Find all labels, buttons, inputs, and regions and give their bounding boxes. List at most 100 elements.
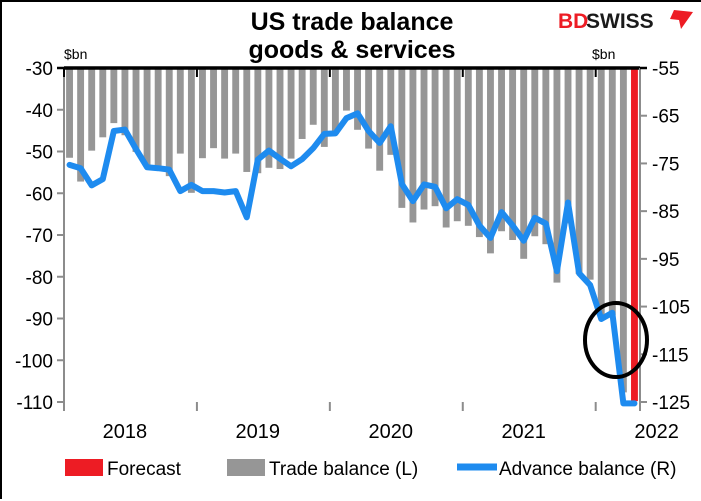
left-axis-unit: $bn <box>64 46 87 62</box>
left-axis-tick-label: -100 <box>15 351 53 372</box>
trade-balance-bar <box>276 68 284 170</box>
trade-balance-bar <box>509 68 517 241</box>
logo-bd-text: BD <box>558 10 588 33</box>
trade-balance-bar <box>564 68 572 224</box>
left-axis-tick-label: -110 <box>16 393 53 414</box>
trade-balance-bar <box>154 68 162 171</box>
right-axis-tick-label: -55 <box>652 59 679 80</box>
left-axis-tick-label: -80 <box>26 268 53 289</box>
trade-balance-bar <box>542 68 550 245</box>
trade-balance-bar <box>475 68 483 238</box>
trade-balance-bar <box>398 68 406 208</box>
trade-balance-bar <box>597 68 605 316</box>
title-line-1: US trade balance <box>251 8 454 36</box>
trade-balance-bar <box>575 68 583 274</box>
trade-balance-bar <box>619 68 627 393</box>
line-series-advance-balance <box>66 110 638 407</box>
left-axis-tick-label: -30 <box>26 59 53 80</box>
legend-swatch-0 <box>65 459 103 476</box>
trade-balance-bar <box>232 68 240 154</box>
trade-balance-bar <box>309 68 317 125</box>
right-axis-labels: -55 -65 -75 -85 -95 -105 -115 -125 <box>652 59 690 414</box>
trade-balance-bar <box>77 68 85 182</box>
legend-label-0: Forecast <box>107 459 182 480</box>
trade-balance-bar <box>132 68 140 152</box>
trade-balance-bar <box>376 68 384 171</box>
x-axis-year-label: 2021 <box>501 421 546 443</box>
chart-title: US trade balance goods & services <box>248 8 455 64</box>
right-axis-unit: $bn <box>592 46 615 62</box>
trade-balance-bar <box>254 68 262 174</box>
right-axis-tick-label: -65 <box>652 107 679 128</box>
trade-balance-bar <box>199 68 206 159</box>
arrow-icon <box>670 10 693 29</box>
trade-balance-bar <box>354 68 361 130</box>
left-axis-labels: -30 -40 -50 -60 -70 -80 -90 -100 -110 <box>15 59 53 414</box>
left-axis-tick-label: -70 <box>26 226 53 247</box>
trade-balance-bar <box>66 68 73 158</box>
x-axis-year-label: 2018 <box>103 421 148 443</box>
chart-legend: Forecast Trade balance (L) Advance balance… <box>65 459 676 480</box>
trade-balance-bar <box>287 68 295 159</box>
forecast-bar <box>631 68 638 402</box>
trade-balance-bar <box>487 68 494 254</box>
x-axis-labels: 2018 2019 2020 2021 2022 <box>103 421 679 443</box>
right-axis-tick-label: -75 <box>652 154 679 175</box>
x-axis-year-label: 2020 <box>369 421 414 443</box>
bar-forecast <box>631 68 638 402</box>
trade-balance-bar <box>187 68 195 193</box>
right-axis-tick-label: -95 <box>652 250 679 271</box>
bar-series-trade-balance <box>66 68 627 393</box>
trade-balance-bar <box>221 68 229 159</box>
title-line-2: goods & services <box>248 36 455 64</box>
legend-label-1: Trade balance (L) <box>269 459 418 480</box>
right-axis-tick-label: -115 <box>652 345 689 366</box>
x-axis-year-label: 2019 <box>236 421 281 443</box>
x-axis-year-label: 2022 <box>634 421 679 443</box>
right-axis-tick-label: -85 <box>652 202 679 223</box>
logo-swiss-text: SWISS <box>586 10 654 33</box>
trade-balance-bar <box>176 68 184 154</box>
trade-balance-bar <box>387 68 395 155</box>
right-axis-tick-label: -125 <box>652 393 690 414</box>
trade-balance-bar <box>343 68 350 111</box>
trade-balance-bar <box>464 68 472 226</box>
bdswiss-logo: BD SWISS <box>558 10 693 33</box>
trade-balance-bar <box>165 68 173 177</box>
trade-balance-bar <box>608 68 616 316</box>
trade-balance-bar <box>265 68 273 168</box>
trade-balance-bar <box>121 68 129 136</box>
left-axis-tick-label: -50 <box>26 143 53 164</box>
trade-balance-bar <box>243 68 251 172</box>
trade-balance-bar <box>331 68 339 134</box>
trade-balance-bar <box>498 68 505 232</box>
trade-balance-bar <box>110 68 118 124</box>
left-axis-tick-label: -60 <box>26 184 53 205</box>
trade-balance-bar <box>210 68 217 149</box>
advance-balance-line <box>66 110 638 407</box>
trade-balance-bar <box>298 68 306 139</box>
trade-balance-bar <box>365 68 373 149</box>
trade-balance-bar <box>420 68 428 210</box>
trade-balance-bar <box>143 68 151 166</box>
trade-balance-bar <box>320 68 328 147</box>
trade-balance-bar <box>431 68 439 207</box>
highlight-circle <box>583 301 649 379</box>
trade-balance-bar <box>442 68 450 228</box>
trade-balance-bar <box>553 68 561 283</box>
legend-swatch-1 <box>227 459 265 476</box>
legend-label-2: Advance balance (R) <box>499 459 676 480</box>
trade-balance-bar <box>453 68 461 222</box>
highlight-circle <box>583 301 649 379</box>
trade-balance-bar <box>88 68 96 151</box>
trade-balance-bar <box>409 68 417 223</box>
left-axis-tick-label: -90 <box>26 310 53 331</box>
trade-balance-bar <box>586 68 594 280</box>
trade-balance-bar <box>520 68 528 259</box>
right-axis-tick-label: -105 <box>652 298 690 319</box>
axis-ticks <box>57 66 647 411</box>
trade-balance-bar <box>99 68 107 138</box>
